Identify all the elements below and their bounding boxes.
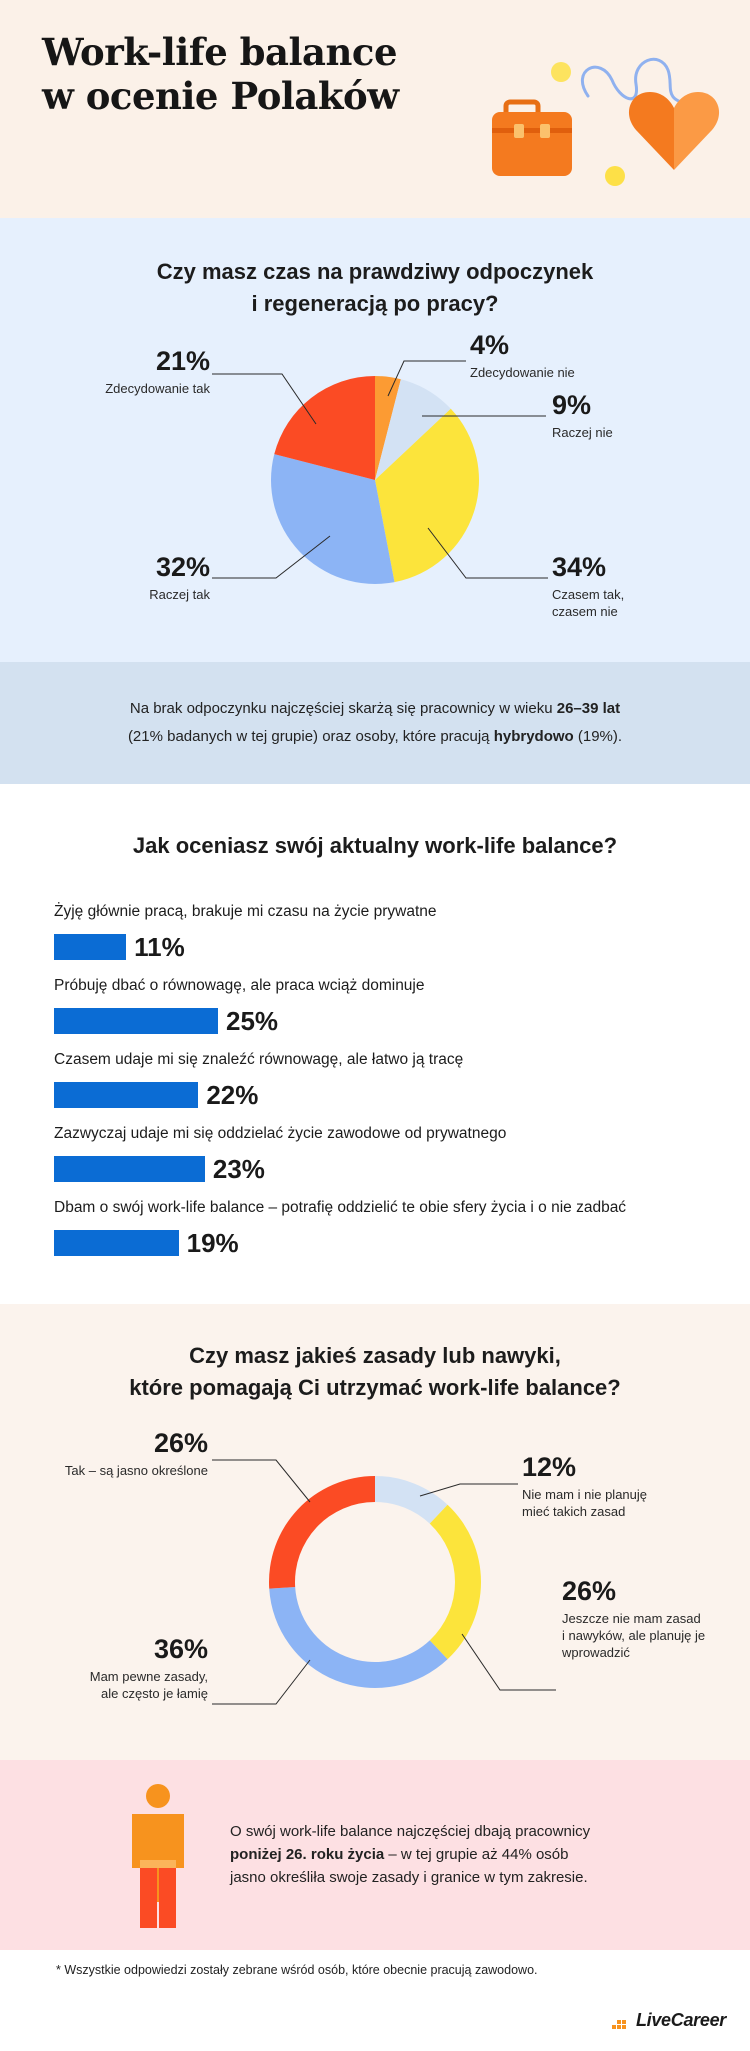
rules-label-c-line-2: ale często je łamię: [101, 1686, 208, 1701]
rest-label-a-pct: 4%: [470, 330, 510, 360]
wlb-bar-4: [54, 1156, 205, 1182]
pie-slice-zdecydowanie-nie: [375, 376, 401, 480]
donut-slice-lamie: [269, 1587, 448, 1688]
rest-insight-note: Na brak odpoczynku najczęściej skarżą si…: [0, 662, 750, 784]
donut-leader-line-1: [419, 1483, 518, 1497]
donut-leader-line-2: [461, 1633, 556, 1691]
wlb-bar-value-4: 23%: [212, 1154, 265, 1184]
rules-question-line-1: Czy masz jakieś zasady lub nawyki,: [189, 1343, 561, 1368]
rules-question-line-2: które pomagają Ci utrzymać work-life bal…: [129, 1375, 621, 1400]
wlb-bar-5: [54, 1230, 179, 1256]
rules-label-a-text: Nie mam i nie planuję mieć takich zasad: [522, 1486, 647, 1520]
note2-part-1: O swój work-life balance najczęściej dba…: [230, 1823, 591, 1840]
rest-label-a-text: Zdecydowanie nie: [470, 365, 575, 380]
rest-question-line-1: Czy masz czas na prawdziwy odpoczynek: [156, 259, 594, 284]
yellow-dot-icon: [551, 62, 571, 82]
note1-part-2: (21% badanych w tej grupie) oraz osoby, …: [127, 728, 494, 745]
rules-insight-text: O swój work-life balance najczęściej dba…: [230, 1820, 670, 1889]
rules-label-b-line-3: wprowadzić: [562, 1645, 630, 1660]
heart-icon: [628, 92, 720, 170]
rest-label-e-pct: 21%: [155, 346, 210, 376]
rest-label-c-text: Czasem tak, czasem nie: [552, 586, 624, 620]
pie-slice-raczej-tak: [270, 454, 395, 584]
pie-leader-line-4: [212, 535, 331, 579]
footer-note: * Wszystkie odpowiedzi zostały zebrane w…: [56, 1963, 538, 1977]
livecareer-logo: LiveCareer: [635, 2010, 726, 2030]
rest-label-d-pct: 32%: [155, 552, 210, 582]
note2-bold: poniżej 26. roku życia: [230, 1846, 385, 1863]
pie-slice-raczej-nie: [375, 379, 451, 480]
pie-slice-zdecydowanie-tak: [274, 376, 375, 480]
wlb-bar-value-1: 11%: [134, 932, 185, 962]
page-title-line-1: Work-life balance: [42, 30, 397, 74]
note2-part-2: – w tej grupie aż 44% osób: [384, 1846, 569, 1863]
donut-slice-jasno-okreslone: [269, 1476, 375, 1589]
donut-slice-planuje: [429, 1504, 481, 1660]
wlb-bar-label-1: Żyję głównie pracą, brakuje mi czasu na …: [54, 903, 437, 920]
rest-label-b-text: Raczej nie: [552, 425, 613, 440]
note1-part-1: Na brak odpoczynku najczęściej skarżą si…: [129, 700, 557, 717]
wlb-question: Jak oceniasz swój aktualny work-life bal…: [132, 833, 618, 858]
rest-section: Czy masz czas na prawdziwy odpoczynek i …: [0, 218, 750, 662]
rules-label-c-pct: 36%: [153, 1634, 208, 1664]
pie-leader-line-5: [212, 373, 317, 425]
rest-question-line-2: i regeneracją po pracy?: [251, 291, 499, 316]
rules-insight-note: O swój work-life balance najczęściej dba…: [0, 1760, 750, 1950]
rest-insight-text: Na brak odpoczynku najczęściej skarżą si…: [60, 695, 690, 751]
wlb-bar-2: [54, 1008, 218, 1034]
note2-part-3: jasno określiła swoje zasady i granice w…: [230, 1869, 588, 1886]
rules-label-c-line-1: Mam pewne zasady,: [89, 1669, 208, 1684]
rest-label-d-text: Raczej tak: [149, 587, 210, 602]
donut-leader-line-4: [212, 1459, 311, 1503]
rules-label-a-line-1: Nie mam i nie planuję: [522, 1487, 648, 1502]
pie-leader-line-1: [387, 360, 466, 397]
rules-label-b-line-1: Jeszcze nie mam zasad: [562, 1611, 701, 1626]
donut-slice-nie-planuje: [375, 1476, 448, 1524]
rest-question: Czy masz czas na prawdziwy odpoczynek i …: [0, 256, 750, 320]
pie-leader-line-3: [427, 527, 548, 579]
rest-label-c-pct: 34%: [552, 552, 607, 582]
wlb-bar-3: [54, 1082, 199, 1108]
wlb-bar-1: [54, 934, 127, 960]
rest-label-c-line-1: Czasem tak,: [552, 587, 625, 602]
squiggle-line-icon: [580, 57, 692, 106]
wlb-bar-value-3: 22%: [206, 1080, 259, 1110]
note1-bold-1: 26–39 lat: [556, 700, 621, 717]
yellow-dot-small-icon: [605, 166, 625, 186]
rules-donut-chart: [212, 1459, 556, 1705]
rest-label-b-pct: 9%: [552, 390, 592, 420]
page-title: Work-life balance w ocenie Polaków: [42, 30, 399, 118]
briefcase-icon: [492, 99, 572, 176]
footer-section: [0, 1950, 750, 2051]
rules-label-b-text: Jeszcze nie mam zasad i nawyków, ale pla…: [562, 1610, 705, 1661]
person-icon: [132, 1784, 184, 1928]
note1-part-3: (19%).: [573, 728, 623, 745]
wlb-bar-label-2: Próbuję dbać o równowagę, ale praca wcią…: [54, 977, 425, 994]
rules-section: Czy masz jakieś zasady lub nawyki, które…: [0, 1304, 750, 1760]
rules-label-d-text: Tak – są jasno określone: [64, 1463, 208, 1478]
rest-label-c-line-2: czasem nie: [552, 604, 618, 619]
pie-slice-czasem: [375, 408, 480, 583]
rules-label-c-text: Mam pewne zasady, ale często je łamię: [40, 1668, 208, 1702]
wlb-bar-value-5: 19%: [186, 1228, 239, 1258]
wlb-section: Jak oceniasz swój aktualny work-life bal…: [0, 784, 750, 1304]
wlb-bar-label-4: Zazwyczaj udaje mi się oddzielać życie z…: [54, 1125, 507, 1142]
rules-question: Czy masz jakieś zasady lub nawyki, które…: [0, 1340, 750, 1404]
wlb-bar-label-5: Dbam o swój work-life balance – potrafię…: [54, 1199, 627, 1216]
logo-dots-icon: [612, 2020, 626, 2029]
rules-label-a-line-2: mieć takich zasad: [522, 1504, 626, 1519]
note1-bold-2: hybrydowo: [493, 728, 574, 745]
rules-label-b-line-2: i nawyków, ale planuję je: [562, 1628, 706, 1643]
header-section: Work-life balance w ocenie Polaków: [0, 0, 750, 218]
wlb-bar-value-2: 25%: [226, 1006, 279, 1036]
rules-label-b-pct: 26%: [562, 1576, 617, 1606]
wlb-bar-label-3: Czasem udaje mi się znaleźć równowagę, a…: [54, 1051, 464, 1068]
page-title-line-2: w ocenie Polaków: [42, 74, 399, 118]
donut-leader-line-3: [212, 1659, 311, 1705]
rules-label-a-pct: 12%: [522, 1452, 577, 1482]
rest-pie-chart: [212, 360, 548, 584]
header-illustration: [492, 57, 720, 186]
rules-label-d-pct: 26%: [153, 1428, 208, 1458]
rest-label-e-text: Zdecydowanie tak: [105, 381, 210, 396]
